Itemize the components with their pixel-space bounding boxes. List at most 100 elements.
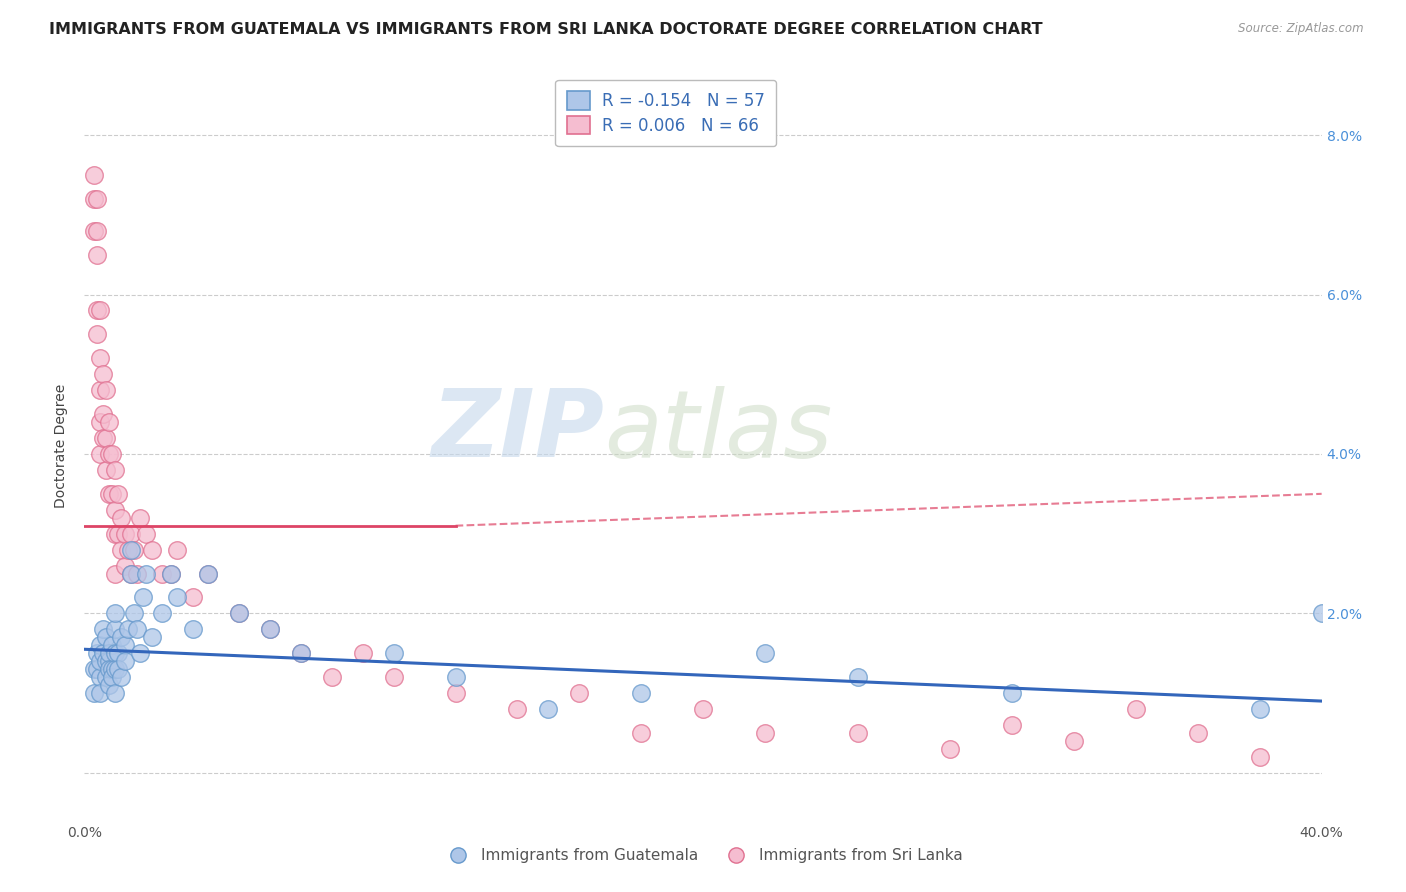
Point	[120, 566, 142, 581]
Text: Source: ZipAtlas.com: Source: ZipAtlas.com	[1239, 22, 1364, 36]
Point	[83, 192, 105, 206]
Point	[89, 383, 111, 397]
Point	[537, 702, 560, 716]
Point	[98, 447, 121, 461]
Point	[259, 623, 281, 637]
Point	[754, 646, 776, 660]
Point	[86, 192, 108, 206]
Point	[506, 702, 529, 716]
Point	[122, 607, 145, 621]
Point	[94, 463, 117, 477]
Point	[83, 686, 105, 700]
Point	[382, 670, 405, 684]
Point	[89, 670, 111, 684]
Point	[352, 646, 374, 660]
Point	[89, 638, 111, 652]
Point	[104, 623, 127, 637]
Point	[846, 670, 869, 684]
Point	[568, 686, 591, 700]
Point	[160, 566, 183, 581]
Point	[125, 623, 148, 637]
Point	[197, 566, 219, 581]
Point	[129, 646, 152, 660]
Point	[86, 248, 108, 262]
Point	[166, 591, 188, 605]
Point	[120, 542, 142, 557]
Point	[110, 510, 132, 524]
Point	[166, 542, 188, 557]
Point	[104, 502, 127, 516]
Point	[321, 670, 343, 684]
Point	[91, 623, 114, 637]
Point	[444, 686, 467, 700]
Legend: Immigrants from Guatemala, Immigrants from Sri Lanka: Immigrants from Guatemala, Immigrants fr…	[437, 842, 969, 869]
Point	[91, 431, 114, 445]
Point	[117, 623, 139, 637]
Point	[160, 566, 183, 581]
Point	[382, 646, 405, 660]
Point	[89, 415, 111, 429]
Point	[98, 646, 121, 660]
Point	[94, 383, 117, 397]
Point	[1187, 726, 1209, 740]
Point	[630, 686, 652, 700]
Point	[89, 447, 111, 461]
Point	[104, 662, 127, 676]
Point	[110, 542, 132, 557]
Point	[91, 407, 114, 421]
Text: atlas: atlas	[605, 385, 832, 476]
Point	[129, 510, 152, 524]
Point	[444, 670, 467, 684]
Point	[107, 646, 129, 660]
Point	[104, 607, 127, 621]
Point	[89, 686, 111, 700]
Point	[135, 526, 157, 541]
Point	[107, 526, 129, 541]
Point	[110, 630, 132, 644]
Point	[1001, 686, 1024, 700]
Point	[846, 726, 869, 740]
Point	[120, 566, 142, 581]
Point	[141, 630, 163, 644]
Point	[101, 638, 124, 652]
Point	[150, 607, 173, 621]
Point	[114, 654, 136, 668]
Point	[104, 463, 127, 477]
Point	[83, 662, 105, 676]
Point	[98, 415, 121, 429]
Point	[1125, 702, 1147, 716]
Point	[939, 742, 962, 756]
Text: IMMIGRANTS FROM GUATEMALA VS IMMIGRANTS FROM SRI LANKA DOCTORATE DEGREE CORRELAT: IMMIGRANTS FROM GUATEMALA VS IMMIGRANTS …	[49, 22, 1043, 37]
Point	[101, 670, 124, 684]
Point	[89, 303, 111, 318]
Point	[1249, 702, 1271, 716]
Point	[91, 368, 114, 382]
Point	[120, 526, 142, 541]
Point	[94, 654, 117, 668]
Point	[104, 646, 127, 660]
Text: ZIP: ZIP	[432, 385, 605, 477]
Point	[107, 487, 129, 501]
Point	[197, 566, 219, 581]
Point	[630, 726, 652, 740]
Point	[259, 623, 281, 637]
Point	[290, 646, 312, 660]
Point	[104, 526, 127, 541]
Point	[98, 678, 121, 692]
Point	[98, 662, 121, 676]
Point	[1063, 734, 1085, 748]
Point	[98, 654, 121, 668]
Point	[86, 224, 108, 238]
Point	[692, 702, 714, 716]
Point	[89, 351, 111, 366]
Point	[101, 662, 124, 676]
Point	[117, 542, 139, 557]
Point	[1001, 718, 1024, 732]
Point	[107, 662, 129, 676]
Point	[181, 591, 204, 605]
Point	[91, 646, 114, 660]
Point	[83, 224, 105, 238]
Point	[228, 607, 250, 621]
Point	[94, 431, 117, 445]
Point	[114, 638, 136, 652]
